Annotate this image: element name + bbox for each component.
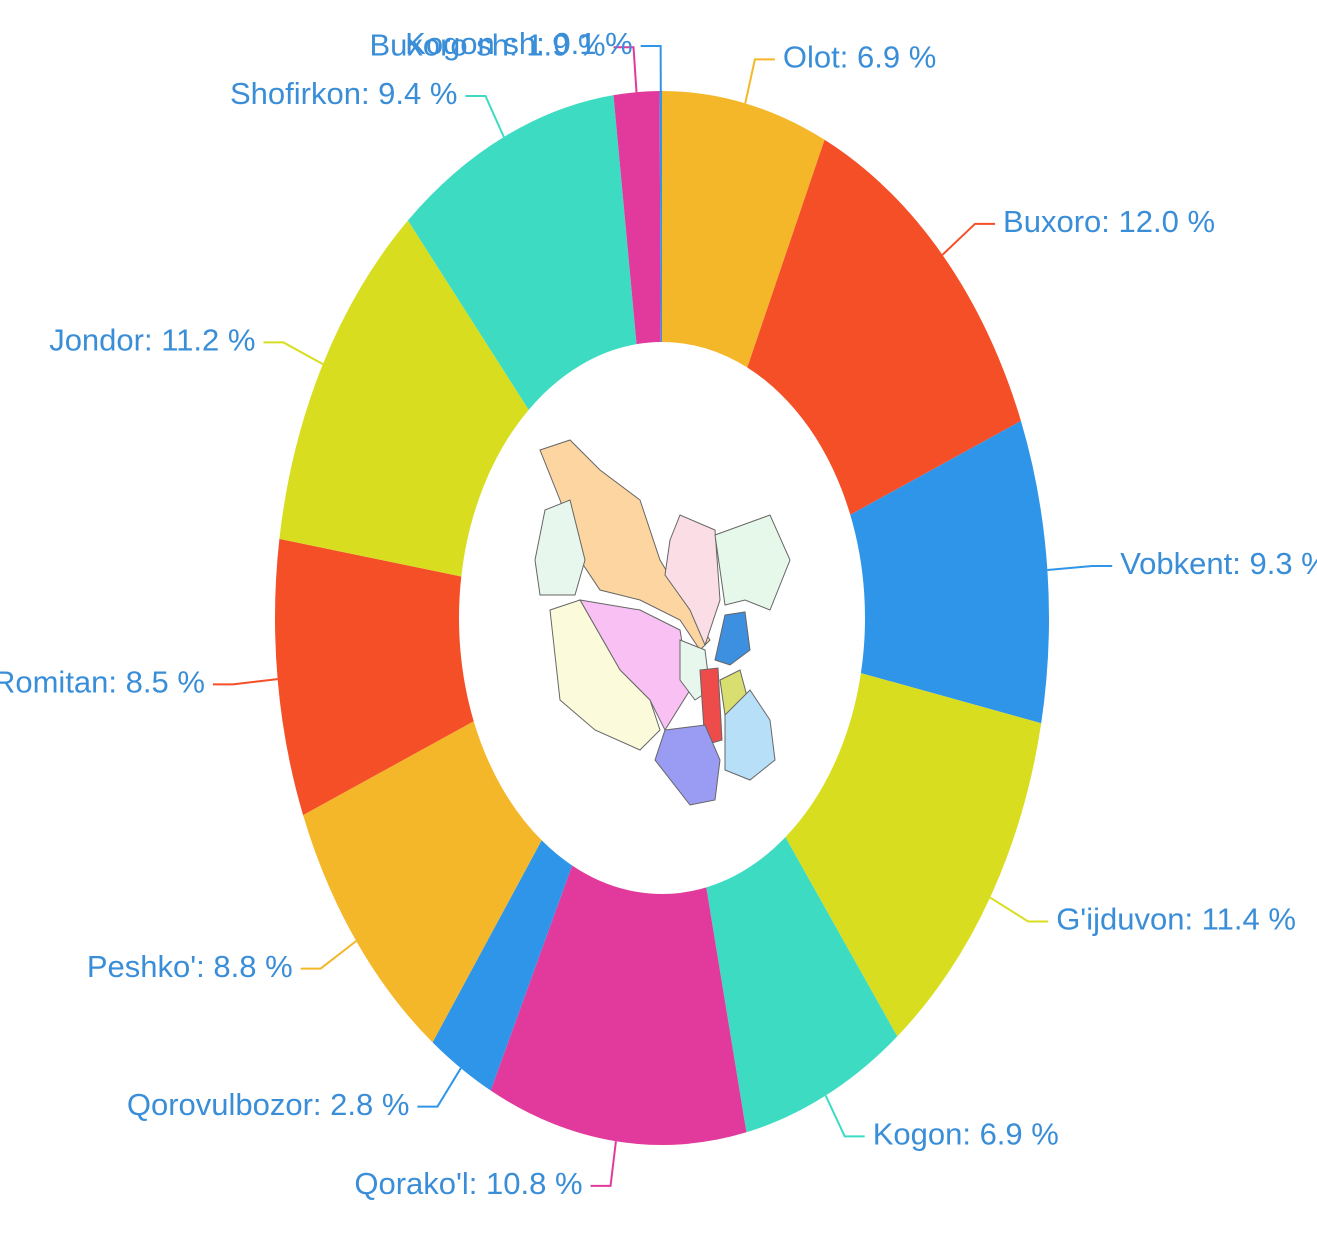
slice [279, 220, 529, 577]
slice [706, 837, 898, 1133]
data-label: Buxoro sh: 1.9 % [369, 27, 605, 62]
leader-line [1047, 564, 1113, 572]
data-label: Kogon: 6.9 % [873, 1117, 1059, 1152]
leader-line [941, 222, 996, 256]
leader-line [989, 896, 1049, 923]
data-label: G'ijduvon: 11.4 % [1056, 902, 1296, 937]
data-label: Shofirkon: 9.4 % [230, 76, 457, 111]
slice [490, 865, 747, 1145]
data-label: Jondor: 11.2 % [49, 323, 255, 358]
data-label: Olot: 6.9 % [783, 40, 936, 75]
data-label: Kogon sh: 0.1 % [405, 26, 633, 61]
slice [662, 91, 825, 368]
leader-line [465, 94, 505, 138]
donut [275, 91, 1049, 1145]
slice [407, 95, 637, 410]
data-label: Peshko': 8.8 % [87, 949, 293, 984]
data-label: Romitan: 8.5 % [0, 665, 205, 700]
slice [747, 139, 1021, 515]
leader-line [300, 940, 357, 970]
data-label: Qorovulbozor: 2.8 % [127, 1087, 410, 1122]
leader-line [212, 678, 278, 686]
data-label: Vobkent: 9.3 % [1120, 546, 1317, 581]
leader-line [417, 1067, 462, 1108]
slice [275, 538, 474, 816]
leader-line [640, 45, 662, 92]
slice [850, 420, 1049, 724]
leader-line [744, 58, 775, 104]
leader-line [263, 341, 324, 365]
slice [613, 91, 661, 345]
slice [303, 721, 542, 1043]
slice [432, 840, 573, 1091]
slice [659, 91, 662, 343]
leader-line [613, 46, 638, 93]
data-label: Buxoro: 12.0 % [1003, 204, 1215, 239]
leader-line [824, 1095, 865, 1138]
center-map [534, 439, 791, 806]
slice [785, 673, 1042, 1037]
leader-line [590, 1141, 617, 1187]
data-label: Qorako'l: 10.8 % [354, 1166, 582, 1201]
